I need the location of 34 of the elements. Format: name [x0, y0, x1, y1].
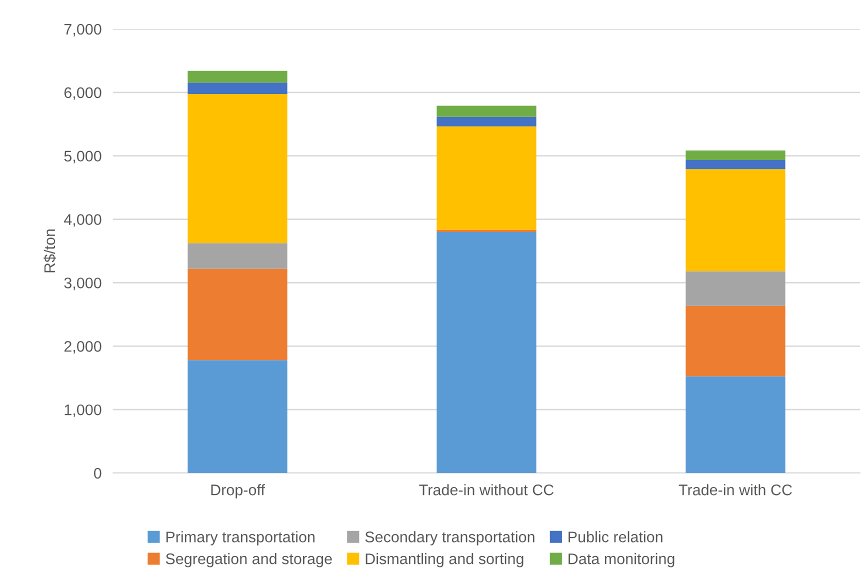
bar — [436, 116, 536, 126]
bar — [188, 268, 288, 360]
bar — [436, 126, 536, 230]
legend-label: Dismantling and sorting — [366, 553, 524, 568]
bar — [686, 306, 786, 376]
legend-label: Public relation — [568, 531, 662, 542]
bar — [686, 169, 786, 272]
bar — [436, 106, 536, 117]
bar — [686, 376, 786, 473]
bar — [188, 360, 288, 473]
y-tick-label: 2,000 — [64, 341, 102, 354]
y-tick-label: 7,000 — [64, 24, 102, 36]
x-tick-label: Trade-in without CC — [419, 484, 554, 496]
y-tick-label: 0 — [94, 468, 102, 479]
x-tick-label: Trade-in with CC — [678, 484, 792, 496]
bar — [686, 160, 786, 170]
y-tick-label: 3,000 — [64, 278, 102, 290]
y-tick-label: 4,000 — [64, 214, 102, 227]
x-tick-label: Drop-off — [211, 484, 265, 498]
y-tick-label: 6,000 — [64, 87, 102, 100]
bar — [686, 150, 786, 160]
legend-label: Secondary transportation — [365, 531, 534, 546]
bar — [188, 94, 288, 244]
bar — [188, 82, 288, 94]
bar — [686, 271, 786, 306]
legend-label: Data monitoring — [568, 553, 674, 568]
bar — [188, 243, 288, 269]
bar — [188, 70, 288, 83]
legend-label: Segregation and storage — [166, 553, 332, 568]
bar — [436, 232, 536, 473]
legend-label: Primary transportation — [166, 531, 314, 546]
y-axis-title: R$/ton — [44, 229, 56, 272]
y-tick-label: 5,000 — [64, 150, 102, 164]
y-tick-label: 1,000 — [64, 404, 102, 418]
